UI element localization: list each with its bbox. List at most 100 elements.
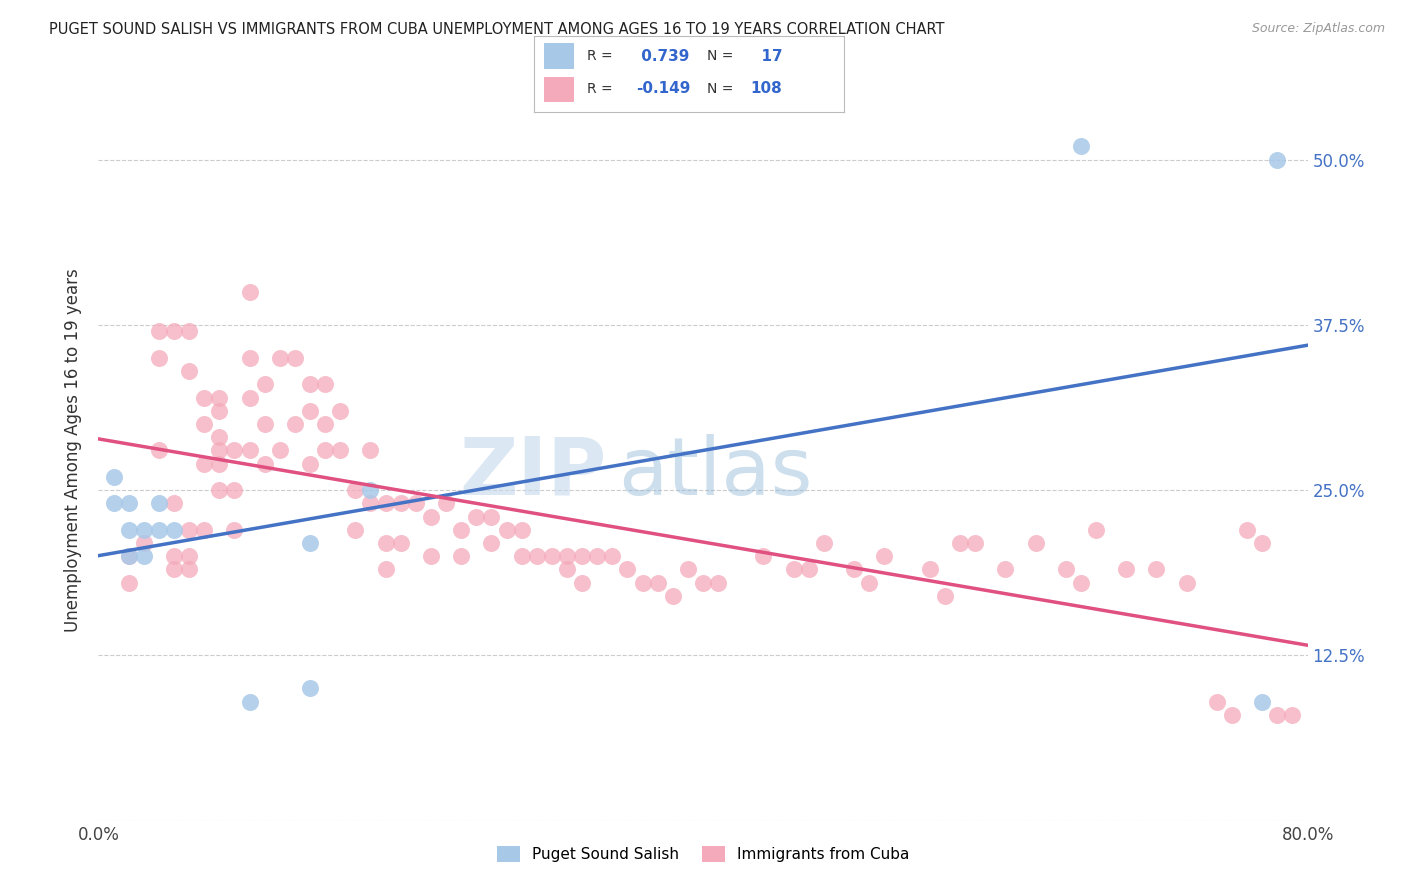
Point	[284, 417, 307, 431]
Point	[965, 536, 987, 550]
Point	[253, 457, 276, 471]
Point	[616, 562, 638, 576]
Point	[858, 575, 880, 590]
Text: 0.739: 0.739	[637, 49, 690, 63]
Point	[163, 549, 186, 564]
Point	[1267, 707, 1289, 722]
Point	[269, 443, 291, 458]
Point	[360, 483, 382, 497]
Point	[1206, 695, 1229, 709]
Point	[752, 549, 775, 564]
Point	[299, 377, 322, 392]
Point	[132, 536, 155, 550]
Point	[813, 536, 835, 550]
Point	[163, 496, 186, 510]
Point	[389, 536, 412, 550]
Point	[239, 391, 262, 405]
Point	[193, 391, 215, 405]
Point	[465, 509, 488, 524]
Point	[360, 496, 382, 510]
Point	[918, 562, 941, 576]
Point	[253, 417, 276, 431]
Point	[284, 351, 307, 365]
Point	[434, 496, 457, 510]
Point	[239, 695, 262, 709]
Text: -0.149: -0.149	[637, 81, 690, 96]
Point	[1220, 707, 1243, 722]
Point	[224, 523, 246, 537]
Point	[1115, 562, 1137, 576]
Point	[450, 523, 472, 537]
Point	[389, 496, 412, 510]
Point	[208, 443, 231, 458]
Point	[1281, 707, 1303, 722]
Point	[344, 483, 367, 497]
Point	[783, 562, 806, 576]
Point	[314, 443, 336, 458]
Point	[118, 549, 141, 564]
Point	[179, 549, 201, 564]
Point	[148, 443, 170, 458]
Point	[949, 536, 972, 550]
Point	[934, 589, 956, 603]
Point	[797, 562, 820, 576]
Point	[148, 523, 170, 537]
Point	[193, 523, 215, 537]
Point	[299, 404, 322, 418]
Point	[994, 562, 1017, 576]
Point	[692, 575, 714, 590]
Point	[179, 325, 201, 339]
Point	[253, 377, 276, 392]
Point	[707, 575, 730, 590]
Point	[132, 549, 155, 564]
Point	[873, 549, 896, 564]
Point	[661, 589, 683, 603]
Point	[374, 496, 396, 510]
Point	[586, 549, 609, 564]
Point	[1144, 562, 1167, 576]
Point	[1085, 523, 1108, 537]
Point	[179, 364, 201, 378]
Legend: Puget Sound Salish, Immigrants from Cuba: Puget Sound Salish, Immigrants from Cuba	[491, 840, 915, 869]
Point	[495, 523, 517, 537]
Bar	[544, 77, 575, 103]
Point	[193, 457, 215, 471]
Point	[193, 417, 215, 431]
Point	[1175, 575, 1198, 590]
Point	[132, 523, 155, 537]
Text: R =: R =	[586, 49, 613, 63]
Point	[299, 457, 322, 471]
Point	[163, 562, 186, 576]
Point	[179, 562, 201, 576]
Point	[299, 536, 322, 550]
Point	[374, 536, 396, 550]
Text: R =: R =	[586, 82, 613, 95]
Point	[1070, 575, 1092, 590]
Point	[1236, 523, 1258, 537]
Point	[540, 549, 562, 564]
Point	[148, 351, 170, 365]
Point	[510, 523, 533, 537]
Point	[103, 470, 125, 484]
Point	[1251, 536, 1274, 550]
Point	[118, 496, 141, 510]
Point	[239, 351, 262, 365]
Point	[360, 443, 382, 458]
Point	[163, 325, 186, 339]
Text: 17: 17	[751, 49, 782, 63]
Point	[179, 523, 201, 537]
Point	[299, 681, 322, 696]
Text: ZIP: ZIP	[458, 434, 606, 512]
Point	[208, 404, 231, 418]
Point	[844, 562, 866, 576]
Point	[239, 285, 262, 299]
Point	[450, 549, 472, 564]
Point	[571, 549, 593, 564]
Point	[148, 496, 170, 510]
Point	[163, 523, 186, 537]
Point	[103, 496, 125, 510]
Point	[1070, 139, 1092, 153]
Point	[555, 562, 578, 576]
Point	[118, 523, 141, 537]
Text: 108: 108	[751, 81, 783, 96]
